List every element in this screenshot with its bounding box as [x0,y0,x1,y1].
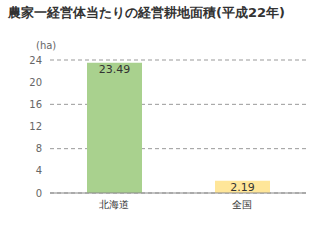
svg-text:2.19: 2.19 [230,181,255,194]
svg-text:20: 20 [29,77,42,88]
svg-text:16: 16 [29,99,42,110]
html-text:農家一経営体当たりの経営耕地面積(平成22年): 農家一経営体当たりの経営耕地面積(平成22年) [8,5,285,20]
svg-text:全国: 全国 [232,199,252,210]
svg-text:12: 12 [29,121,42,132]
svg-text:24: 24 [29,55,42,66]
svg-text:4: 4 [36,165,42,176]
html-text:(ha): (ha) [36,40,57,51]
svg-text:8: 8 [36,143,42,154]
svg-text:23.49: 23.49 [99,63,131,76]
svg-text:0: 0 [36,188,42,199]
svg-text:北海道: 北海道 [99,199,129,210]
